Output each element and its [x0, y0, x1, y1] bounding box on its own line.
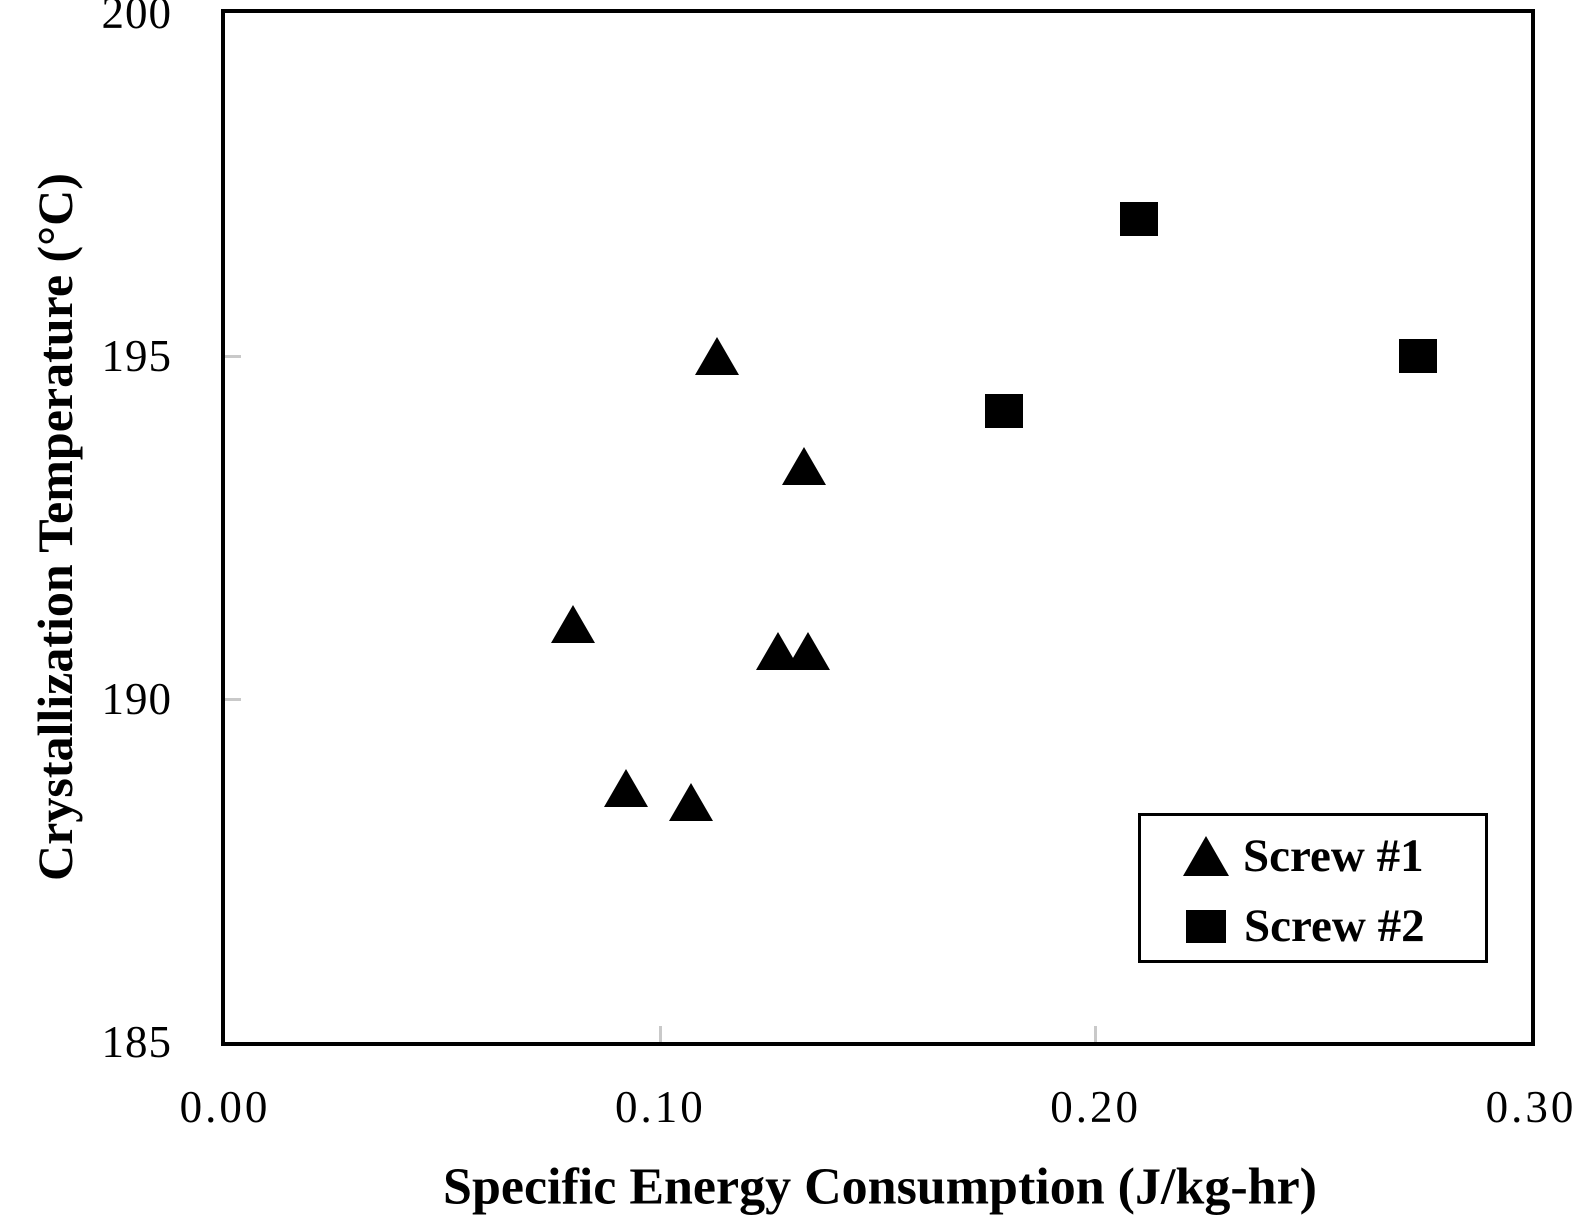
- legend-label-screw-2: Screw #2: [1244, 900, 1425, 952]
- data-point-screw-2: [985, 393, 1024, 428]
- x-tick-label: 0.20: [1050, 1082, 1142, 1132]
- data-point-screw-2: [1120, 201, 1159, 236]
- y-tick-label: 185: [101, 1017, 172, 1067]
- legend-label-screw-1: Screw #1: [1243, 830, 1424, 882]
- x-tick-label: 0.10: [614, 1082, 706, 1132]
- x-tick-label: 0.30: [1485, 1082, 1575, 1132]
- triangle-marker-icon: [1183, 836, 1229, 876]
- y-tick-label: 195: [101, 331, 172, 381]
- legend-item-screw-1: Screw #1: [1141, 821, 1485, 891]
- legend-item-screw-2: Screw #2: [1141, 891, 1485, 961]
- data-point-screw-1: [786, 631, 831, 670]
- y-tick-mark: [225, 354, 241, 358]
- plot-area: [225, 13, 1531, 1042]
- x-tick-mark: [658, 1026, 662, 1042]
- x-tick-mark: [1094, 1026, 1098, 1042]
- y-axis-title: Crystallization Temperature (°C): [27, 173, 83, 881]
- data-point-screw-1: [551, 604, 596, 643]
- data-point-screw-1: [781, 446, 826, 485]
- data-point-screw-2: [1398, 339, 1437, 373]
- x-axis-title: Specific Energy Consumption (J/kg-hr): [443, 1158, 1317, 1216]
- y-tick-label: 190: [101, 674, 172, 724]
- y-tick-label: 200: [101, 0, 172, 38]
- y-tick-mark: [225, 697, 241, 701]
- x-tick-label: 0.00: [179, 1082, 271, 1132]
- data-point-screw-1: [668, 782, 713, 821]
- square-marker-icon: [1186, 909, 1226, 943]
- legend: Screw #1 Screw #2: [1138, 813, 1488, 963]
- data-point-screw-1: [694, 337, 739, 375]
- data-point-screw-1: [603, 769, 648, 808]
